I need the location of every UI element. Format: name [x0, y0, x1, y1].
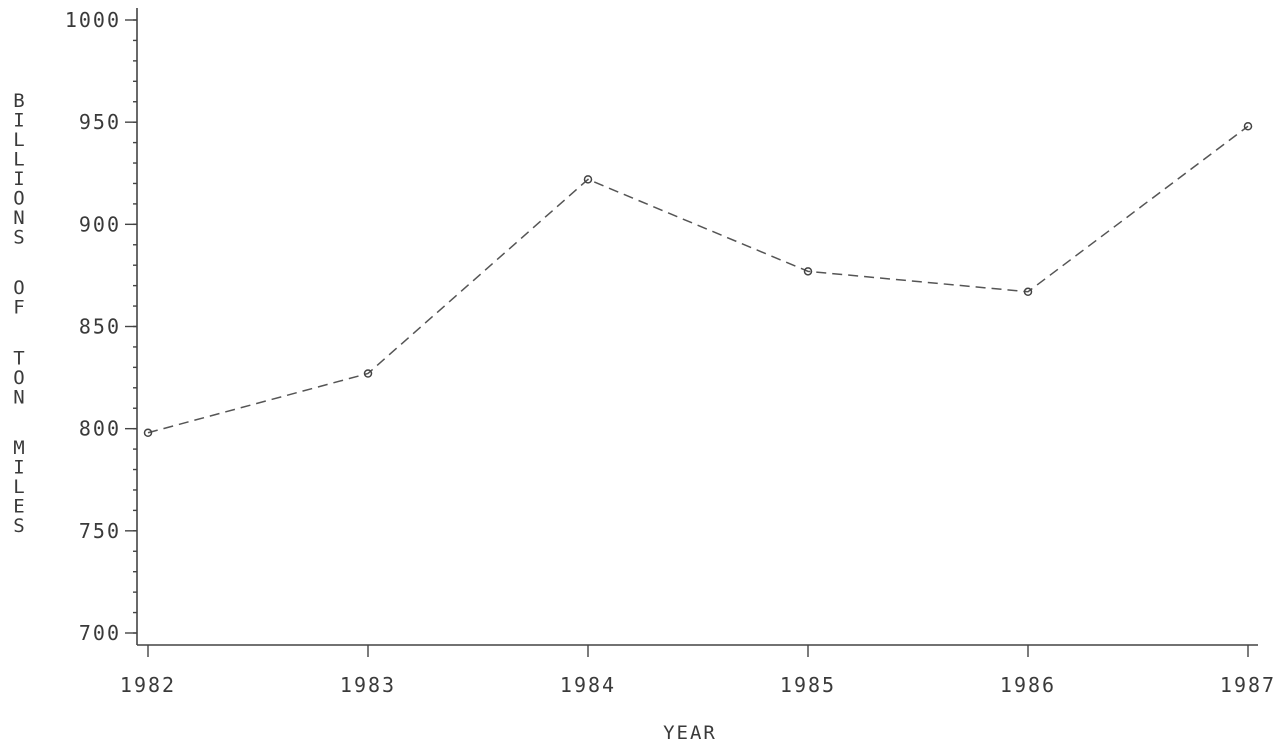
data-point	[363, 369, 373, 378]
y-tick-label: 1000	[65, 8, 121, 32]
series-layer	[143, 122, 1253, 438]
y-axis-title-char: I	[13, 457, 24, 479]
x-tick-label: 1986	[1000, 673, 1056, 697]
y-axis-title-char: L	[13, 149, 24, 171]
y-tick-label: 750	[79, 519, 121, 543]
x-tick-label: 1984	[560, 673, 616, 697]
y-axis: 700 750 800 850 900 950 1000	[65, 8, 138, 645]
x-axis-title: YEAR	[663, 722, 717, 744]
y-axis-title-char: O	[13, 277, 24, 299]
x-tick-label: 1987	[1220, 673, 1276, 697]
y-axis-title-char: L	[13, 476, 24, 498]
y-tick-label: 800	[79, 417, 121, 441]
y-axis-title-char: N	[13, 386, 24, 408]
y-axis-title-char: I	[13, 110, 24, 132]
y-axis-title-char: O	[13, 188, 24, 210]
y-axis-title-char: S	[13, 515, 24, 537]
data-point	[143, 428, 153, 438]
y-axis-title-char: F	[13, 297, 24, 319]
y-tick-label: 850	[79, 315, 121, 339]
x-axis: 1982 1983 1984 1985 1986 1987	[120, 644, 1276, 697]
data-point	[1023, 287, 1033, 297]
y-axis-title-char: S	[13, 227, 24, 249]
y-axis-title-char: B	[13, 90, 24, 112]
series-line	[147, 125, 1249, 434]
x-tick-label: 1982	[120, 673, 176, 697]
y-tick-label: 950	[79, 110, 121, 134]
y-axis-title-char: N	[13, 207, 24, 229]
y-axis-title-char: T	[13, 347, 24, 369]
y-tick-label: 900	[79, 212, 121, 236]
x-tick-label: 1983	[340, 673, 396, 697]
y-axis-title-char: M	[13, 437, 24, 459]
y-axis-title-char: I	[13, 168, 24, 190]
x-tick-label: 1985	[780, 673, 836, 697]
y-axis-title-char: L	[13, 129, 24, 151]
data-point	[583, 175, 593, 184]
data-point	[1243, 122, 1253, 131]
y-axis-title-char: O	[13, 367, 24, 389]
y-axis-title-char: E	[13, 496, 24, 518]
y-tick-label: 700	[79, 621, 121, 645]
data-point	[803, 267, 813, 276]
